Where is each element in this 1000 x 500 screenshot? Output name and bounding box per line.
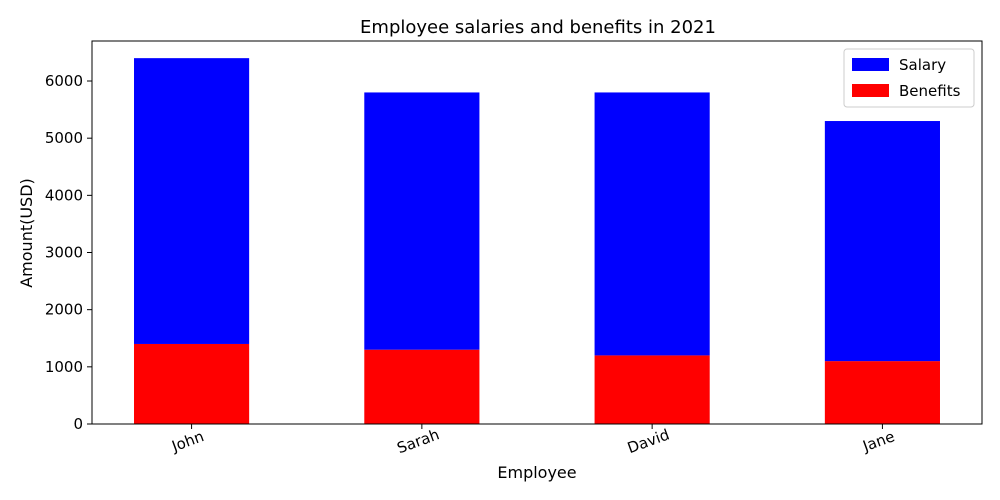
y-axis-label: Amount(USD) [17,178,36,288]
legend-swatch-benefits [852,84,889,97]
x-tick-label: Sarah [395,425,442,457]
x-axis: John Sarah David Jane [169,424,897,457]
bar-salary-david [594,92,710,356]
bar-salary-john [134,58,250,344]
legend-label-salary: Salary [899,56,946,74]
x-axis-label: Employee [497,463,576,482]
chart-title: Employee salaries and benefits in 2021 [360,17,716,38]
bar-benefits-john [134,343,250,424]
bar-benefits-jane [824,361,940,424]
y-tick-label: 3000 [45,244,83,262]
y-axis: 0 1000 2000 3000 4000 5000 6000 [45,72,92,433]
y-tick-label: 4000 [45,186,83,204]
plot-area [91,40,983,425]
plot-frame [91,40,983,425]
legend-swatch-salary [852,58,889,71]
y-tick-label: 6000 [45,72,83,90]
y-tick-label: 5000 [45,129,83,147]
y-tick-label: 1000 [45,358,83,376]
y-tick-label: 0 [73,415,83,433]
legend-label-benefits: Benefits [899,82,961,100]
x-tick-label: David [625,425,672,457]
bar-benefits-david [594,355,710,424]
bar-salary-jane [824,121,940,362]
x-tick-label: John [169,427,207,455]
legend: Salary Benefits [843,48,975,108]
x-tick-label: Jane [859,427,897,455]
bar-benefits-sarah [364,349,480,424]
y-tick-label: 2000 [45,301,83,319]
bar-salary-sarah [364,92,480,350]
